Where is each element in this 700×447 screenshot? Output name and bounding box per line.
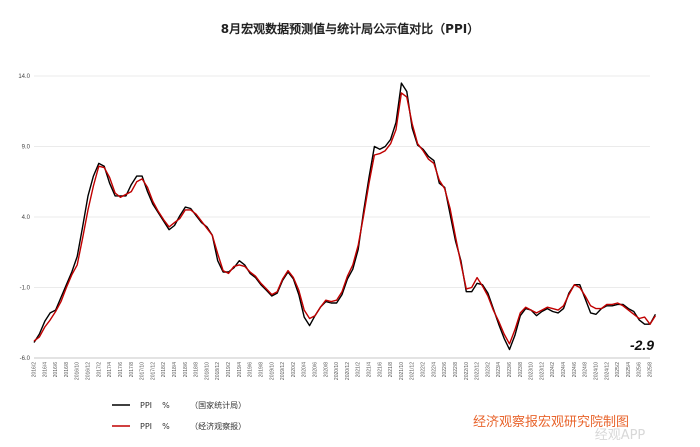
x-axis-ticks: 2016/2 2016/4 2016/6 2016/8 2016/10 2016/12 20… [32,362,654,380]
y-tick-label: 4.0 [22,215,31,221]
x-tick-label: 2019/2 [226,362,232,378]
x-tick-label: 2019/10 [269,362,275,380]
x-tick-label: 2021/4 [367,362,373,378]
x-tick-label: 2023/12 [539,362,545,380]
x-tick-label: 2023/4 [496,362,502,378]
series-line-forecast [33,92,656,345]
y-tick-label: -1.0 [20,286,31,292]
x-tick-label: 2016/4 [42,362,48,378]
x-tick-label: 2022/6 [442,362,448,378]
x-tick-label: 2024/8 [583,362,589,378]
x-tick-label: 2025/4 [626,362,632,378]
grid-lines [34,75,650,359]
x-tick-label: 2023/2 [485,362,491,378]
x-tick-label: 2018/10 [204,362,210,380]
x-tick-label: 2021/2 [356,362,362,378]
legend-label-official: PPI % （国家统计局） [140,400,246,410]
x-tick-label: 2020/6 [312,362,318,378]
watermark: 经观APP [595,428,646,443]
y-tick-label: -6.0 [20,356,31,362]
x-tick-label: 2022/8 [453,362,459,378]
x-tick-label: 2022/2 [421,362,427,378]
x-tick-label: 2016/2 [32,362,38,378]
x-tick-label: 2017/8 [129,362,135,378]
x-tick-label: 2023/10 [529,362,535,380]
x-tick-label: 2020/2 [291,362,297,378]
x-tick-label: 2020/12 [345,362,351,380]
x-tick-label: 2022/10 [464,362,470,380]
x-tick-label: 2024/4 [561,362,567,378]
x-tick-label: 2024/12 [604,362,610,380]
x-tick-label: 2025/8 [648,362,654,378]
x-tick-label: 2017/10 [140,362,146,380]
x-tick-label: 2019/8 [258,362,264,378]
x-tick-label: 2018/6 [183,362,189,378]
x-tick-label: 2016/12 [86,362,92,380]
x-tick-label: 2019/6 [248,362,254,378]
x-tick-label: 2018/8 [194,362,200,378]
x-tick-label: 2017/6 [118,362,124,378]
y-tick-label: 9.0 [22,145,31,151]
x-tick-label: 2021/10 [399,362,405,380]
x-tick-label: 2025/2 [615,362,621,378]
chart-title: 8月宏观数据预测值与统计局公示值对比（PPI） [221,21,479,36]
x-tick-label: 2021/6 [377,362,383,378]
x-tick-label: 2017/12 [150,362,156,380]
chart-credit: 经济观察报宏观研究院制图 [473,415,629,430]
series-line-official [33,82,657,351]
x-tick-label: 2017/4 [107,362,113,378]
x-tick-label: 2020/8 [323,362,329,378]
x-tick-label: 2022/4 [431,362,437,378]
legend-label-forecast: PPI % （经济观察报） [140,421,246,431]
y-tick-label: 14.0 [18,74,30,80]
x-tick-label: 2018/4 [172,362,178,378]
x-tick-label: 2020/4 [302,362,308,378]
x-tick-label: 2016/8 [64,362,70,378]
x-tick-label: 2021/8 [388,362,394,378]
x-tick-label: 2017/2 [96,362,102,378]
x-tick-label: 2024/10 [593,362,599,380]
legend: PPI % （国家统计局） PPI % （经济观察报） [112,400,246,431]
x-tick-label: 2016/10 [75,362,81,380]
last-value-annotation: -2.9 [630,337,654,353]
x-tick-label: 2024/6 [572,362,578,378]
y-axis-ticks: 14.0 9.0 4.0 -1.0 -6.0 [18,74,30,362]
x-tick-label: 2024/2 [550,362,556,378]
x-tick-label: 2020/10 [334,362,340,380]
x-tick-label: 2016/6 [53,362,59,378]
x-tick-label: 2019/4 [237,362,243,378]
x-tick-label: 2023/8 [518,362,524,378]
x-tick-label: 2025/6 [637,362,643,378]
x-tick-label: 2021/12 [410,362,416,380]
series-group [33,82,657,351]
x-tick-label: 2018/12 [215,362,221,380]
x-tick-label: 2018/2 [161,362,167,378]
x-tick-label: 2019/12 [280,362,286,380]
x-tick-label: 2023/6 [507,362,513,378]
x-tick-label: 2022/12 [475,362,481,380]
